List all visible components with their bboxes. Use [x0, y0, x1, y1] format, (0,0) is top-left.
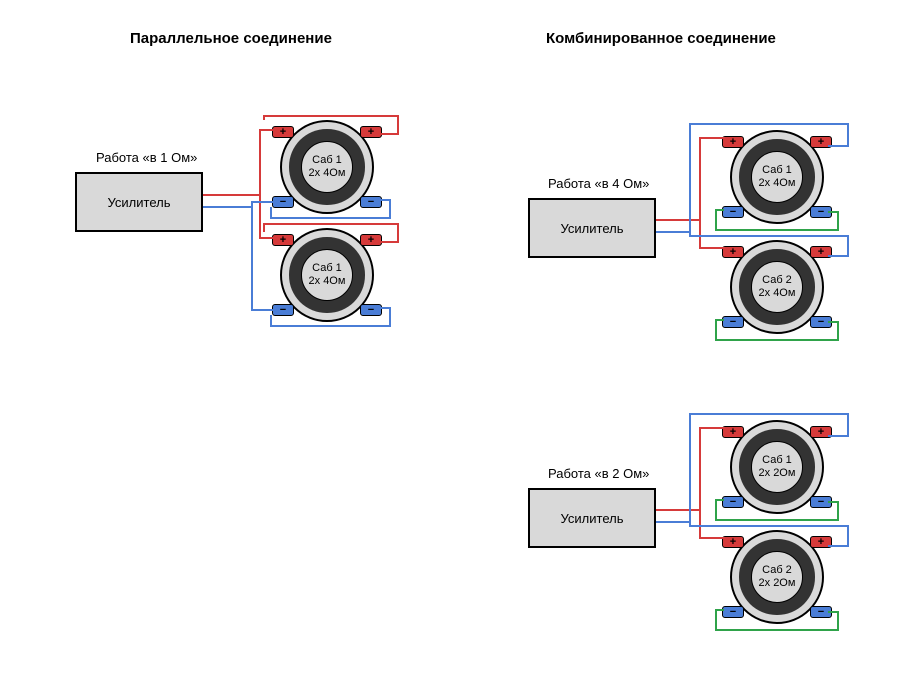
amp-label: Усилитель	[108, 195, 171, 210]
terminal-negative: −	[722, 316, 744, 328]
terminal-positive: +	[810, 246, 832, 258]
terminal-negative: −	[272, 196, 294, 208]
terminal-positive: +	[722, 536, 744, 548]
speaker-c2-2: Саб 22х 2Ом++−−	[730, 530, 824, 624]
terminal-positive: +	[722, 136, 744, 148]
wire-blue	[252, 207, 280, 310]
amplifier-parallel: Усилитель	[75, 172, 203, 232]
terminal-positive: +	[722, 426, 744, 438]
terminal-positive: +	[810, 536, 832, 548]
wire-red	[700, 510, 726, 538]
terminal-positive: +	[360, 234, 382, 246]
terminal-negative: −	[722, 496, 744, 508]
title-combo: Комбинированное соединение	[546, 30, 776, 47]
label-combo4-header: Работа «в 4 Ом»	[548, 176, 649, 191]
terminal-negative: −	[810, 606, 832, 618]
amp-label: Усилитель	[561, 221, 624, 236]
terminal-negative: −	[360, 196, 382, 208]
speaker-p2: Саб 12х 4Ом++−−	[280, 228, 374, 322]
terminal-positive: +	[272, 126, 294, 138]
terminal-positive: +	[810, 136, 832, 148]
title-parallel: Параллельное соединение	[130, 30, 332, 47]
terminal-negative: −	[272, 304, 294, 316]
amp-label: Усилитель	[561, 511, 624, 526]
terminal-negative: −	[722, 206, 744, 218]
terminal-positive: +	[360, 126, 382, 138]
label-parallel-header: Работа «в 1 Ом»	[96, 150, 197, 165]
terminal-negative: −	[810, 206, 832, 218]
label-combo2-header: Работа «в 2 Ом»	[548, 466, 649, 481]
wire-red	[203, 130, 276, 195]
wire-blue	[203, 202, 280, 207]
terminal-negative: −	[810, 496, 832, 508]
speaker-c4-2: Саб 22х 4Ом++−−	[730, 240, 824, 334]
speaker-p1: Саб 12х 4Ом++−−	[280, 120, 374, 214]
amplifier-combo2: Усилитель	[528, 488, 656, 548]
wire-red	[656, 428, 726, 510]
speaker-c4-1: Саб 12х 4Ом++−−	[730, 130, 824, 224]
terminal-positive: +	[722, 246, 744, 258]
speaker-c2-1: Саб 12х 2Ом++−−	[730, 420, 824, 514]
amplifier-combo4: Усилитель	[528, 198, 656, 258]
terminal-negative: −	[722, 606, 744, 618]
terminal-negative: −	[360, 304, 382, 316]
terminal-positive: +	[272, 234, 294, 246]
terminal-positive: +	[810, 426, 832, 438]
terminal-negative: −	[810, 316, 832, 328]
wire-red	[700, 220, 726, 248]
wire-red	[656, 138, 726, 220]
